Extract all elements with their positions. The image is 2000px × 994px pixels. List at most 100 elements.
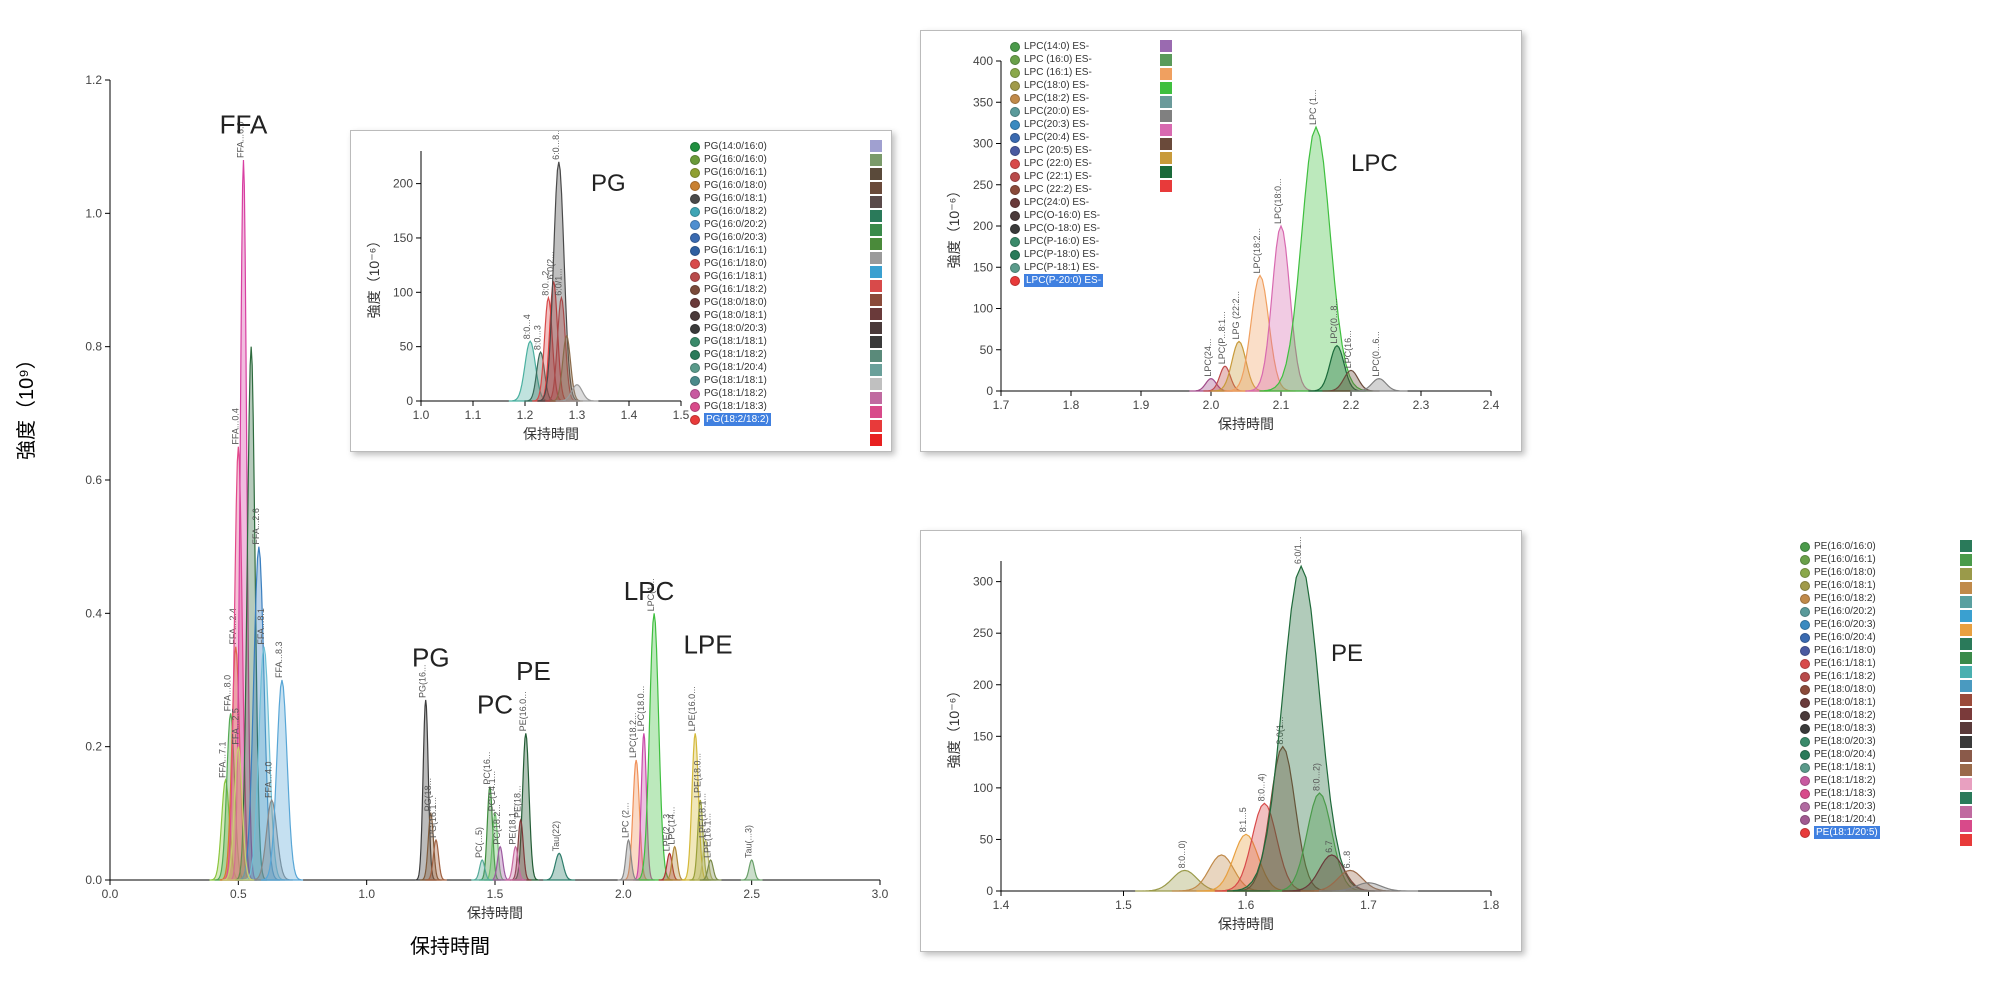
color-swatch: [870, 266, 882, 278]
legend-item[interactable]: PG(14:0/16:0): [690, 140, 771, 153]
legend-item[interactable]: LPC (22:1) ES-: [1010, 170, 1103, 183]
svg-text:1.7: 1.7: [993, 398, 1010, 412]
color-swatch: [1960, 792, 1972, 804]
color-swatch: [870, 336, 882, 348]
svg-text:8:0...4: 8:0...4: [522, 314, 532, 339]
svg-text:150: 150: [973, 260, 993, 274]
legend-item[interactable]: PE(16:0/16:0): [1800, 540, 1880, 553]
legend-item[interactable]: PG(16:1/18:2): [690, 283, 771, 296]
legend-item[interactable]: PE(16:0/18:2): [1800, 592, 1880, 605]
legend-item[interactable]: PE(18:0/20:3): [1800, 735, 1880, 748]
legend-item[interactable]: PG(18:1/18:2): [690, 387, 771, 400]
legend-label: PG(18:2/18:2): [704, 413, 771, 426]
legend-item[interactable]: PG(16:0/18:0): [690, 179, 771, 192]
legend-item[interactable]: PE(18:1/20:3): [1800, 800, 1880, 813]
color-swatch: [1160, 68, 1172, 80]
legend-label: PE(18:1/18:1): [1814, 761, 1876, 774]
legend-label: LPC(20:3) ES-: [1024, 118, 1089, 131]
legend-item[interactable]: LPC(O-16:0) ES-: [1010, 209, 1103, 222]
svg-text:FFA...8.1: FFA...8.1: [256, 608, 266, 645]
legend-item[interactable]: PG(16:1/18:0): [690, 257, 771, 270]
legend-item[interactable]: PE(18:1/20:4): [1800, 813, 1880, 826]
legend-item[interactable]: LPC(18:2) ES-: [1010, 92, 1103, 105]
legend-item[interactable]: LPC(P-20:0) ES-: [1010, 274, 1103, 287]
svg-text:6:0/1...: 6:0/1...: [553, 268, 563, 296]
legend-item[interactable]: PE(16:1/18:2): [1800, 670, 1880, 683]
legend-label: PG(18:0/20:3): [704, 322, 767, 335]
svg-text:PG: PG: [591, 170, 626, 197]
legend-item[interactable]: PE(18:0/18:2): [1800, 709, 1880, 722]
legend-item[interactable]: LPC(O-18:0) ES-: [1010, 222, 1103, 235]
legend-item[interactable]: PG(18:1/18:1): [690, 335, 771, 348]
legend-item[interactable]: LPC (22:2) ES-: [1010, 183, 1103, 196]
legend-item[interactable]: PE(16:0/18:1): [1800, 579, 1880, 592]
legend-item[interactable]: PE(16:1/18:1): [1800, 657, 1880, 670]
legend-item[interactable]: PE(18:0/18:1): [1800, 696, 1880, 709]
legend-item[interactable]: PG(16:1/16:1): [690, 244, 771, 257]
inset-pg-swatches: [870, 140, 882, 446]
legend-item[interactable]: PE(18:1/18:1): [1800, 761, 1880, 774]
legend-item[interactable]: PE(16:0/20:3): [1800, 618, 1880, 631]
legend-item[interactable]: PE(16:0/20:2): [1800, 605, 1880, 618]
legend-item[interactable]: PG(18:0/18:1): [690, 309, 771, 322]
legend-item[interactable]: LPC(20:0) ES-: [1010, 105, 1103, 118]
legend-item[interactable]: LPC (16:1) ES-: [1010, 66, 1103, 79]
legend-label: PE(18:0/20:4): [1814, 748, 1876, 761]
color-swatch: [870, 420, 882, 432]
legend-item[interactable]: LPC(P-16:0) ES-: [1010, 235, 1103, 248]
legend-item[interactable]: PG(16:0/16:1): [690, 166, 771, 179]
color-swatch: [1960, 582, 1972, 594]
color-swatch: [1960, 652, 1972, 664]
legend-item[interactable]: PE(18:1/18:3): [1800, 787, 1880, 800]
color-swatch: [870, 294, 882, 306]
svg-text:LPC(18.0...: LPC(18.0...: [636, 686, 646, 732]
svg-text:1.5: 1.5: [1115, 898, 1132, 912]
legend-item[interactable]: LPC(P-18:0) ES-: [1010, 248, 1103, 261]
legend-item[interactable]: PG(16:1/18:1): [690, 270, 771, 283]
color-swatch: [1960, 708, 1972, 720]
legend-item[interactable]: PE(18:0/20:4): [1800, 748, 1880, 761]
legend-item[interactable]: LPC (20:5) ES-: [1010, 144, 1103, 157]
svg-text:400: 400: [973, 54, 993, 68]
svg-text:1.8: 1.8: [1063, 398, 1080, 412]
legend-item[interactable]: PG(16:0/18:1): [690, 192, 771, 205]
legend-item[interactable]: PG(18:1/18:1): [690, 374, 771, 387]
legend-item[interactable]: PG(16:0/18:2): [690, 205, 771, 218]
legend-item[interactable]: PE(16:0/16:1): [1800, 553, 1880, 566]
legend-item[interactable]: PE(16:0/18:0): [1800, 566, 1880, 579]
legend-item[interactable]: PE(16:1/18:0): [1800, 644, 1880, 657]
legend-item[interactable]: PE(18:1/18:2): [1800, 774, 1880, 787]
legend-item[interactable]: PG(16:0/20:3): [690, 231, 771, 244]
svg-text:FFA...2.5: FFA...2.5: [230, 708, 240, 745]
svg-text:350: 350: [973, 95, 993, 109]
legend-item[interactable]: LPC (22:0) ES-: [1010, 157, 1103, 170]
legend-item[interactable]: PG(18:0/18:0): [690, 296, 771, 309]
inset-pe-panel: 1.41.51.61.71.80501001502002503008:0...0…: [920, 530, 1522, 952]
legend-label: PG(16:1/18:1): [704, 270, 767, 283]
color-swatch: [870, 392, 882, 404]
legend-item[interactable]: PG(18:1/18:2): [690, 348, 771, 361]
svg-text:1.5: 1.5: [487, 887, 504, 901]
legend-item[interactable]: PE(18:0/18:3): [1800, 722, 1880, 735]
legend-item[interactable]: LPC(P-18:1) ES-: [1010, 261, 1103, 274]
legend-item[interactable]: LPC(20:4) ES-: [1010, 131, 1103, 144]
legend-item[interactable]: PG(18:1/20:4): [690, 361, 771, 374]
legend-item[interactable]: PG(18:1/18:3): [690, 400, 771, 413]
legend-item[interactable]: LPC(14:0) ES-: [1010, 40, 1103, 53]
legend-item[interactable]: LPC (16:0) ES-: [1010, 53, 1103, 66]
legend-item[interactable]: LPC(18:0) ES-: [1010, 79, 1103, 92]
legend-item[interactable]: PE(18:0/18:0): [1800, 683, 1880, 696]
legend-item[interactable]: LPC(24:0) ES-: [1010, 196, 1103, 209]
legend-label: PE(16:0/16:0): [1814, 540, 1876, 553]
color-swatch: [1160, 138, 1172, 150]
legend-item[interactable]: PG(18:0/20:3): [690, 322, 771, 335]
legend-item[interactable]: PE(18:1/20:5): [1800, 826, 1880, 839]
legend-item[interactable]: PE(16:0/20:4): [1800, 631, 1880, 644]
legend-item[interactable]: LPC(20:3) ES-: [1010, 118, 1103, 131]
svg-text:保持時間: 保持時間: [467, 905, 523, 921]
legend-item[interactable]: PG(16:0/20:2): [690, 218, 771, 231]
legend-label: LPC(O-16:0) ES-: [1024, 209, 1100, 222]
legend-item[interactable]: PG(16:0/16:0): [690, 153, 771, 166]
svg-text:0.2: 0.2: [85, 740, 102, 754]
legend-item[interactable]: PG(18:2/18:2): [690, 413, 771, 426]
